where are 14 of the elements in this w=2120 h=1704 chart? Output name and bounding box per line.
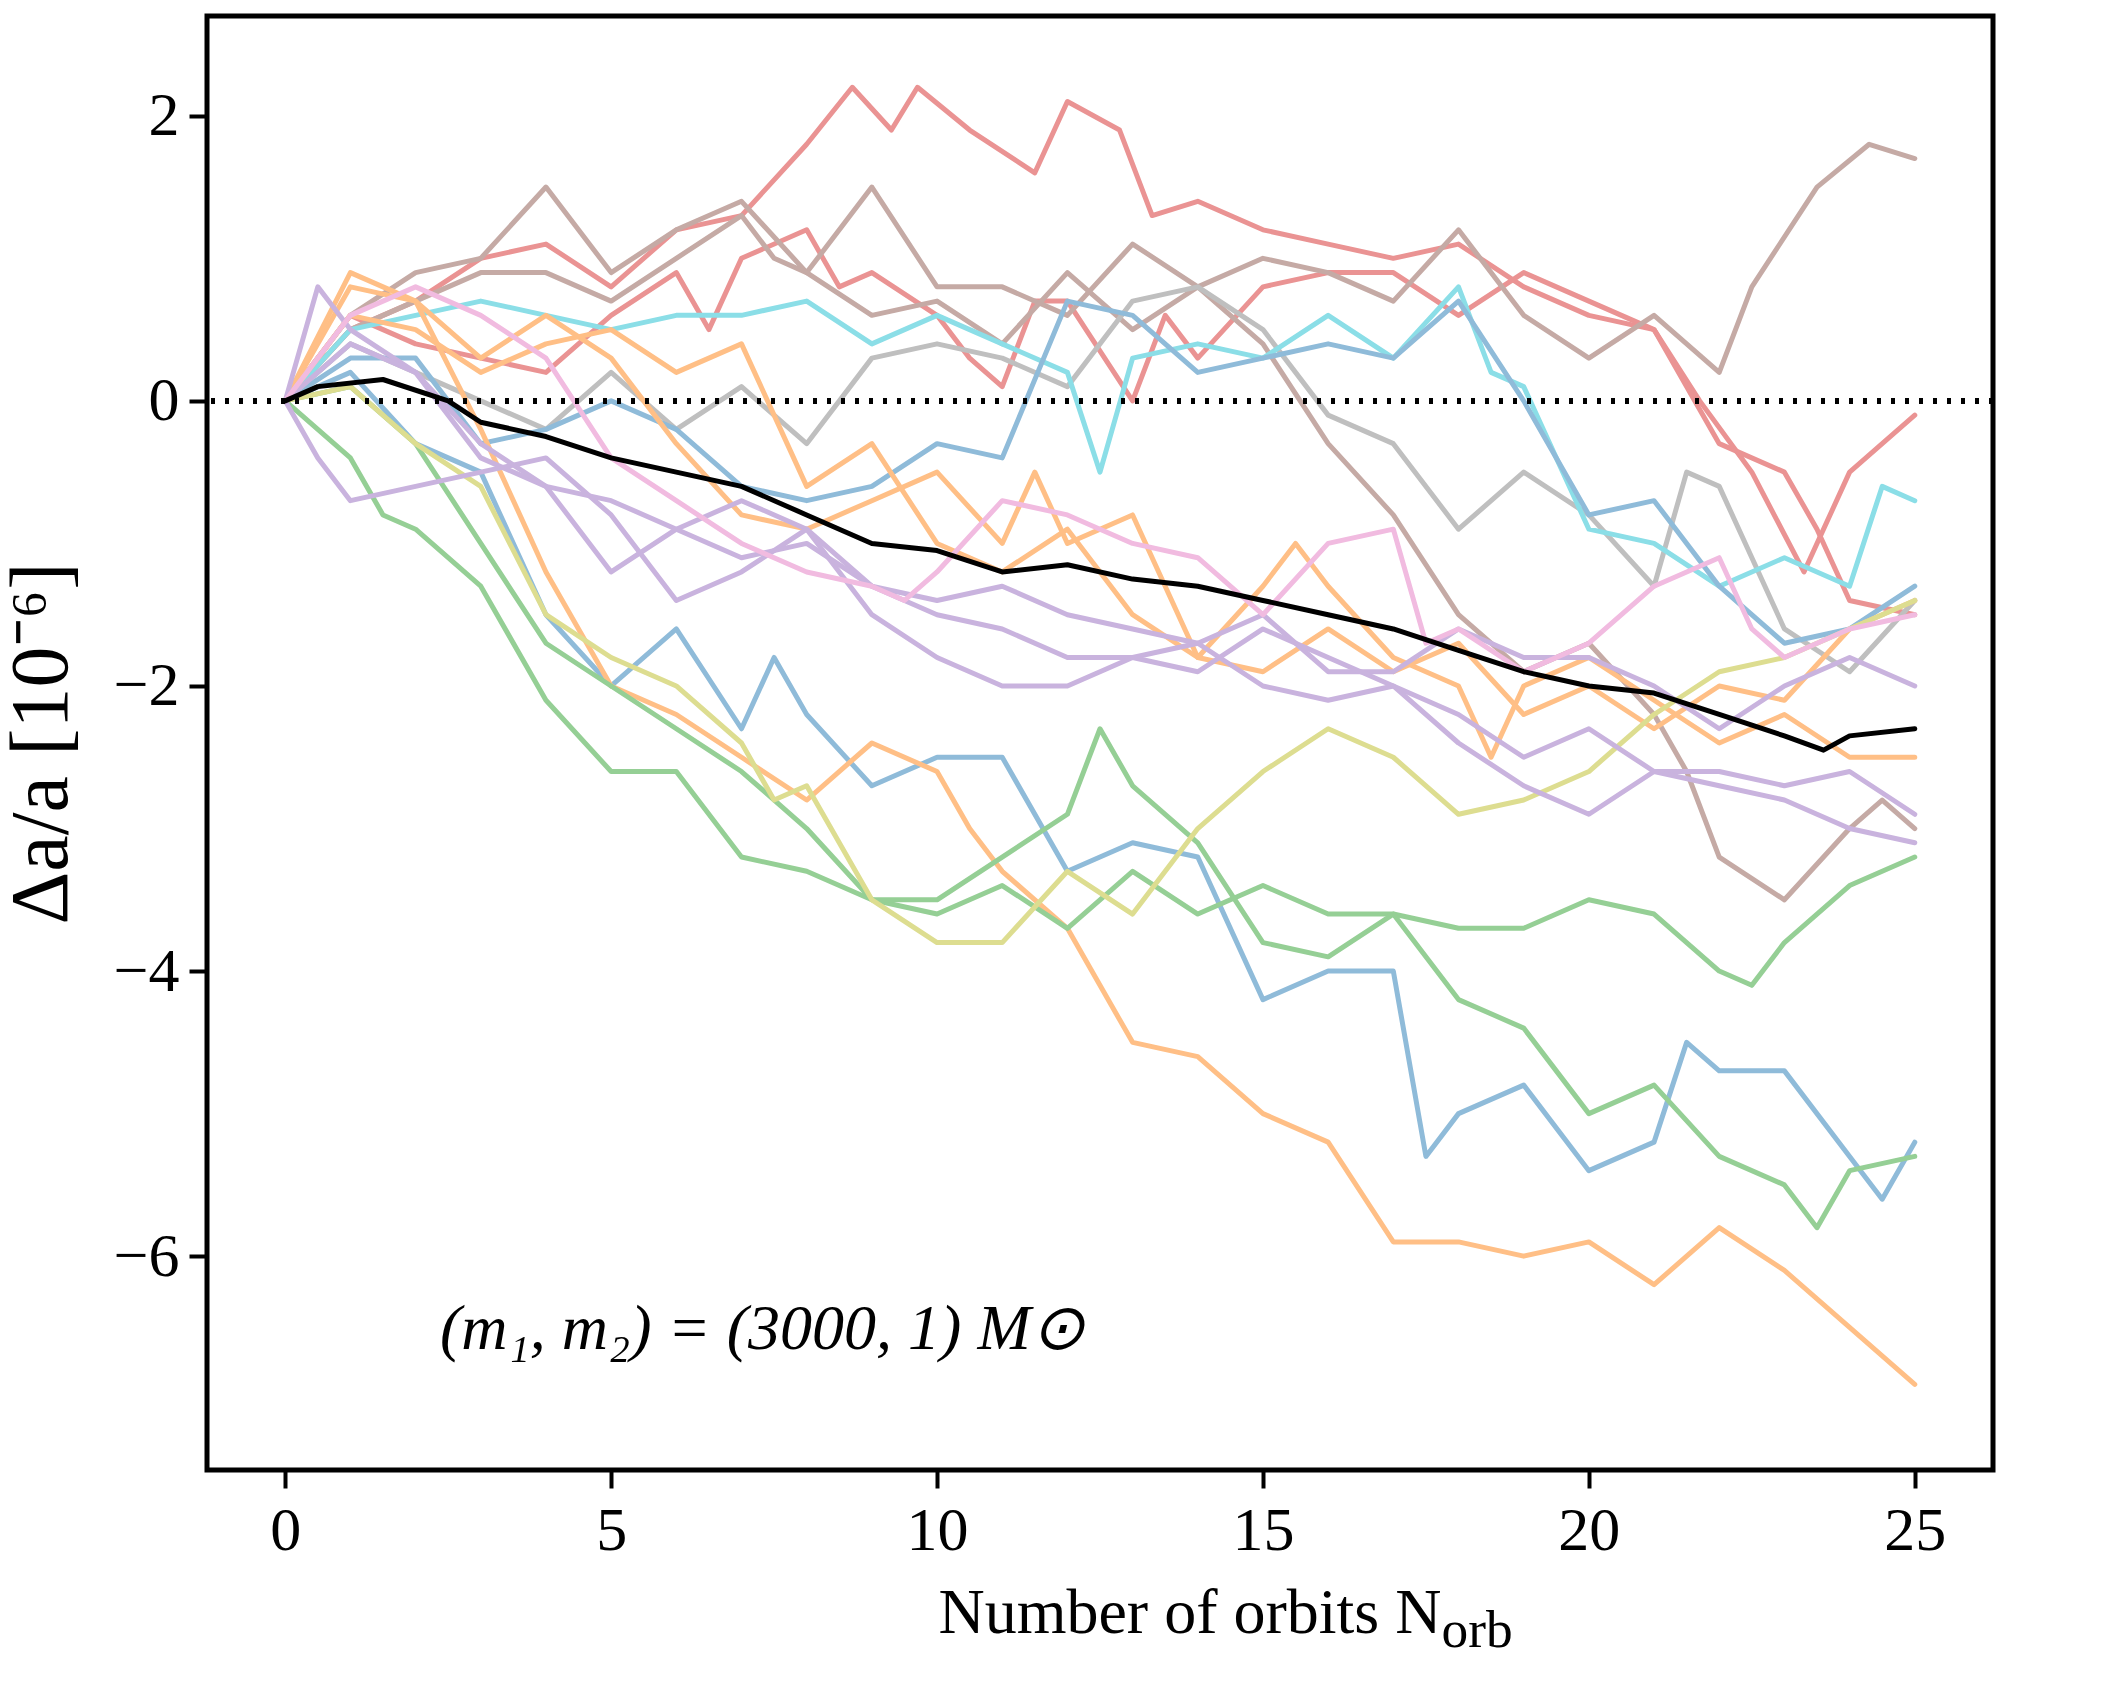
y-tick-label: −6: [113, 1220, 180, 1289]
y-tick-label: 2: [148, 80, 180, 149]
x-tick-label: 0: [270, 1494, 302, 1563]
y-tick-label: 0: [148, 365, 180, 434]
x-tick-label: 20: [1558, 1494, 1621, 1563]
y-axis-title: Δa/a [10⁻⁶]: [0, 562, 85, 925]
annotation: (m₁, m₂) = (3000, 1) M⊙: [440, 1291, 1085, 1365]
x-tick-label: 15: [1232, 1494, 1295, 1563]
y-tick-label: −4: [113, 935, 180, 1004]
x-tick-label: 10: [906, 1494, 969, 1563]
x-axis-title: Number of orbits N$_{orb}$: [937, 1575, 1514, 1660]
x-tick-label: 25: [1884, 1494, 1947, 1563]
y-tick-label: −2: [113, 650, 180, 719]
x-tick-label: 5: [596, 1494, 628, 1563]
